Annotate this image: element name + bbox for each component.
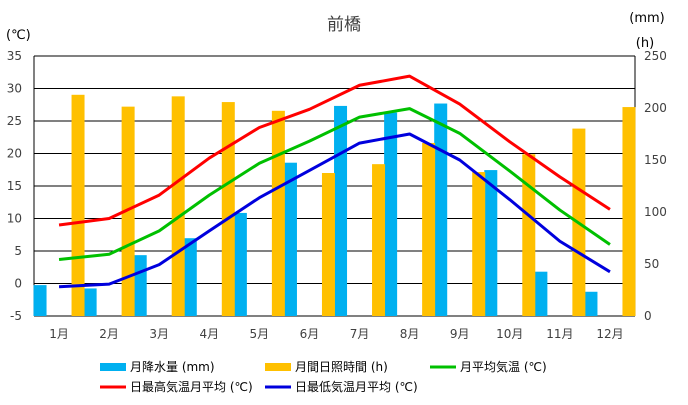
line-max-temp: [58, 74, 611, 227]
left-tick-label: -5: [10, 309, 22, 323]
legend-label: 月間日照時間 (h): [295, 360, 388, 374]
left-tick-label: 15: [7, 179, 22, 193]
right-axis-unit-label: (h): [636, 36, 654, 51]
legend-swatch: [100, 363, 126, 371]
line-min-temp: [58, 132, 611, 289]
left-tick-label: 0: [14, 277, 22, 291]
right-tick-label: 250: [644, 49, 667, 63]
left-tick-label: 35: [7, 49, 22, 63]
line-mean-temp: [58, 107, 611, 261]
bar-sunshine: [522, 154, 536, 316]
left-axis-unit-label: (℃): [6, 28, 31, 43]
right-tick-label: 0: [644, 309, 652, 323]
bar-sunshine: [422, 142, 436, 316]
legend-label: 日最高気温月平均 (℃): [130, 379, 253, 394]
x-tick-label: 9月: [450, 327, 470, 341]
bar-precipitation: [183, 238, 197, 316]
bar-sunshine: [121, 106, 135, 316]
bar-precipitation: [534, 271, 548, 316]
legend-label: 日最低気温月平均 (℃): [295, 379, 418, 394]
x-tick-label: 7月: [350, 327, 370, 341]
bar-precipitation: [83, 288, 97, 316]
right-tick-label: 200: [644, 101, 667, 115]
bar-precipitation: [384, 112, 398, 317]
x-tick-label: 12月: [596, 327, 623, 341]
bar-precipitation: [584, 291, 598, 316]
left-tick-label: 25: [7, 114, 22, 128]
bar-precipitation: [334, 105, 348, 316]
axis-ticks: -5 0 5 10 15 20 25 30 35 0 50 100 150 200 250 1月 2月 3月 4月 5…: [7, 49, 667, 341]
bar-precipitation: [33, 285, 47, 316]
x-tick-label: 3月: [149, 327, 169, 341]
x-tick-label: 6月: [300, 327, 320, 341]
bar-sunshine: [372, 164, 386, 316]
bar-sunshine: [271, 110, 285, 316]
bar-precipitation: [484, 170, 498, 316]
bar-sunshine: [221, 102, 235, 317]
bar-precipitation: [133, 255, 147, 316]
left-tick-label: 30: [7, 82, 22, 96]
right-tick-label: 100: [644, 205, 667, 219]
left-tick-label: 20: [7, 147, 22, 161]
legend-label: 月平均気温 (℃): [460, 359, 547, 374]
x-tick-label: 4月: [199, 327, 219, 341]
legend-swatch: [265, 363, 291, 371]
left-tick-label: 5: [14, 244, 22, 258]
legend: 月降水量 (mm) 月間日照時間 (h) 月平均気温 (℃) 日最高気温月平均 (℃)…: [100, 359, 547, 394]
left-tick-label: 10: [7, 212, 22, 226]
bar-sunshine: [321, 173, 335, 316]
bar-precipitation: [233, 212, 247, 316]
x-tick-label: 11月: [546, 327, 573, 341]
bar-sunshine: [622, 107, 636, 317]
x-tick-label: 1月: [49, 327, 69, 341]
bar-sunshine: [171, 96, 185, 317]
bar-precipitation: [283, 162, 297, 316]
x-tick-label: 5月: [250, 327, 270, 341]
bar-precipitation: [434, 103, 448, 316]
bar-sunshine: [472, 172, 486, 316]
x-tick-label: 10月: [496, 327, 523, 341]
legend-label: 月降水量 (mm): [130, 360, 215, 374]
chart-title: 前橋: [327, 15, 361, 35]
bar-sunshine: [71, 94, 85, 317]
right-tick-label: 150: [644, 153, 667, 167]
line-series: [58, 74, 611, 289]
right-axis-unit-label-top: (mm): [629, 11, 664, 26]
x-tick-label: 2月: [99, 327, 119, 341]
x-tick-label: 8月: [400, 327, 420, 341]
bar-series: [33, 94, 636, 317]
right-tick-label: 50: [644, 257, 659, 271]
